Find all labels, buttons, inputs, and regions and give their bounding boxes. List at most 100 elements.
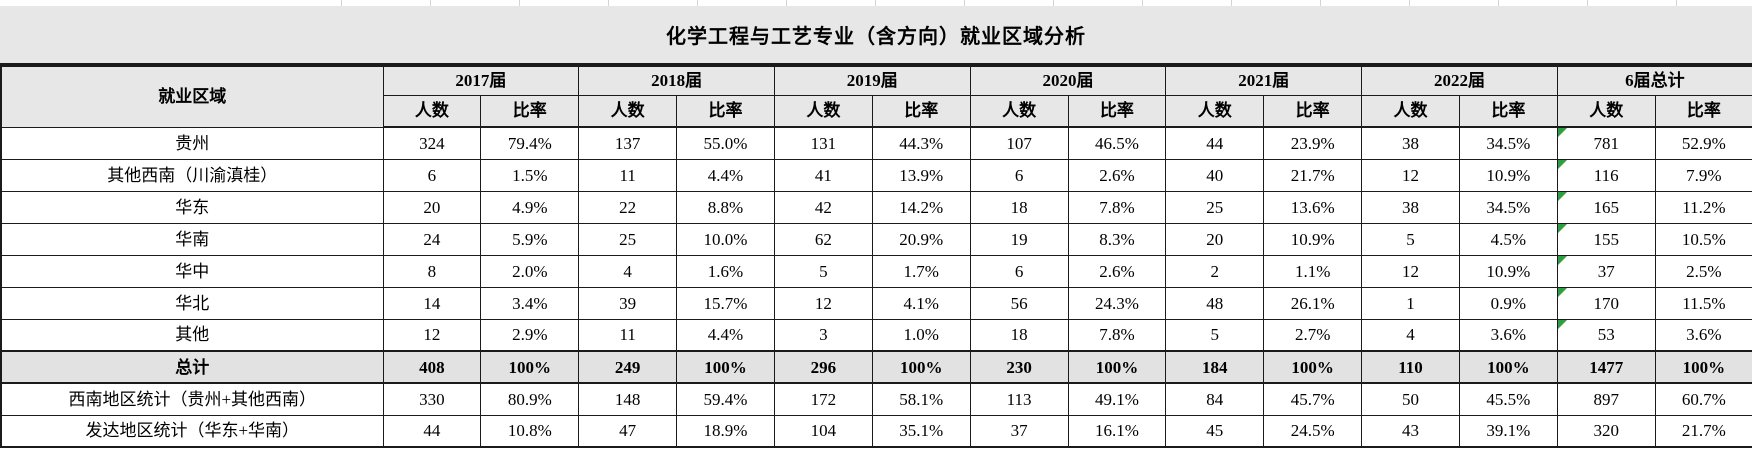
rate-value-cell[interactable]: 45.7% — [1263, 382, 1363, 416]
count-subheader-cell[interactable]: 人数 — [969, 94, 1069, 128]
count-value-cell[interactable]: 11 — [578, 318, 678, 352]
count-value-cell[interactable]: 44 — [382, 414, 482, 448]
rate-value-cell[interactable]: 24.3% — [1067, 286, 1167, 320]
count-value-cell[interactable]: 6 — [969, 254, 1069, 288]
count-subheader-cell[interactable]: 人数 — [578, 94, 678, 128]
rate-value-cell[interactable]: 1.6% — [676, 254, 775, 288]
count-value-cell[interactable]: 1 — [1361, 286, 1460, 320]
count-subheader-cell[interactable]: 人数 — [773, 94, 873, 128]
rate-value-cell[interactable]: 16.1% — [1067, 414, 1167, 448]
count-value-cell[interactable]: 113 — [969, 382, 1069, 416]
rate-value-cell[interactable]: 52.9% — [1654, 126, 1752, 160]
count-value-cell[interactable]: 110 — [1361, 350, 1460, 384]
rate-value-cell[interactable]: 34.5% — [1458, 126, 1558, 160]
rate-value-cell[interactable]: 8.8% — [676, 190, 775, 224]
rate-value-cell[interactable]: 20.9% — [871, 222, 971, 256]
row-label-cell[interactable]: 华中 — [0, 254, 384, 288]
rate-value-cell[interactable]: 2.9% — [480, 318, 580, 352]
count-value-cell[interactable]: 148 — [578, 382, 678, 416]
count-value-cell[interactable]: 781 — [1556, 126, 1656, 160]
rate-value-cell[interactable]: 60.7% — [1654, 382, 1752, 416]
count-value-cell[interactable]: 38 — [1361, 190, 1460, 224]
rate-value-cell[interactable]: 2.7% — [1263, 318, 1363, 352]
count-value-cell[interactable]: 296 — [773, 350, 873, 384]
rate-subheader-cell[interactable]: 比率 — [676, 94, 775, 128]
table-title-cell[interactable]: 化学工程与工艺专业（含方向）就业区域分析 — [0, 6, 1752, 65]
count-value-cell[interactable]: 320 — [1556, 414, 1656, 448]
rate-value-cell[interactable]: 1.1% — [1263, 254, 1363, 288]
rate-value-cell[interactable]: 10.9% — [1458, 158, 1558, 192]
count-value-cell[interactable]: 165 — [1556, 190, 1656, 224]
count-value-cell[interactable]: 170 — [1556, 286, 1656, 320]
count-value-cell[interactable]: 12 — [1361, 158, 1460, 192]
rate-value-cell[interactable]: 14.2% — [871, 190, 971, 224]
count-value-cell[interactable]: 155 — [1556, 222, 1656, 256]
count-value-cell[interactable]: 40 — [1165, 158, 1265, 192]
count-value-cell[interactable]: 25 — [578, 222, 678, 256]
count-value-cell[interactable]: 408 — [382, 350, 482, 384]
rate-value-cell[interactable]: 7.8% — [1067, 318, 1167, 352]
count-value-cell[interactable]: 11 — [578, 158, 678, 192]
row-label-cell[interactable]: 华南 — [0, 222, 384, 256]
rate-value-cell[interactable]: 4.5% — [1458, 222, 1558, 256]
count-value-cell[interactable]: 48 — [1165, 286, 1265, 320]
count-value-cell[interactable]: 1477 — [1556, 350, 1656, 384]
rate-value-cell[interactable]: 100% — [1067, 350, 1167, 384]
rate-value-cell[interactable]: 55.0% — [676, 126, 775, 160]
rate-value-cell[interactable]: 0.9% — [1458, 286, 1558, 320]
count-value-cell[interactable]: 249 — [578, 350, 678, 384]
rate-value-cell[interactable]: 10.8% — [480, 414, 580, 448]
row-label-cell[interactable]: 华北 — [0, 286, 384, 320]
count-value-cell[interactable]: 56 — [969, 286, 1069, 320]
count-value-cell[interactable]: 43 — [1361, 414, 1460, 448]
rate-value-cell[interactable]: 1.5% — [480, 158, 580, 192]
count-value-cell[interactable]: 5 — [1165, 318, 1265, 352]
rate-value-cell[interactable]: 80.9% — [480, 382, 580, 416]
rate-value-cell[interactable]: 4.1% — [871, 286, 971, 320]
rate-subheader-cell[interactable]: 比率 — [1067, 94, 1167, 128]
count-value-cell[interactable]: 107 — [969, 126, 1069, 160]
rate-value-cell[interactable]: 45.5% — [1458, 382, 1558, 416]
year-header-cell[interactable]: 2017届 — [382, 65, 580, 96]
count-value-cell[interactable]: 172 — [773, 382, 873, 416]
rate-value-cell[interactable]: 10.9% — [1458, 254, 1558, 288]
rate-value-cell[interactable]: 100% — [676, 350, 775, 384]
rate-subheader-cell[interactable]: 比率 — [871, 94, 971, 128]
count-value-cell[interactable]: 18 — [969, 190, 1069, 224]
rate-value-cell[interactable]: 3.4% — [480, 286, 580, 320]
rate-value-cell[interactable]: 8.3% — [1067, 222, 1167, 256]
rate-value-cell[interactable]: 1.7% — [871, 254, 971, 288]
count-value-cell[interactable]: 2 — [1165, 254, 1265, 288]
count-value-cell[interactable]: 14 — [382, 286, 482, 320]
rate-value-cell[interactable]: 46.5% — [1067, 126, 1167, 160]
rate-value-cell[interactable]: 10.9% — [1263, 222, 1363, 256]
count-value-cell[interactable]: 62 — [773, 222, 873, 256]
rate-value-cell[interactable]: 21.7% — [1263, 158, 1363, 192]
count-value-cell[interactable]: 41 — [773, 158, 873, 192]
count-value-cell[interactable]: 5 — [773, 254, 873, 288]
year-header-cell[interactable]: 2019届 — [773, 65, 971, 96]
count-value-cell[interactable]: 20 — [1165, 222, 1265, 256]
count-value-cell[interactable]: 47 — [578, 414, 678, 448]
corner-header-cell[interactable]: 就业区域 — [0, 65, 384, 128]
count-value-cell[interactable]: 53 — [1556, 318, 1656, 352]
rate-value-cell[interactable]: 2.6% — [1067, 158, 1167, 192]
rate-subheader-cell[interactable]: 比率 — [1654, 94, 1752, 128]
count-value-cell[interactable]: 116 — [1556, 158, 1656, 192]
rate-value-cell[interactable]: 7.9% — [1654, 158, 1752, 192]
rate-value-cell[interactable]: 100% — [1654, 350, 1752, 384]
count-value-cell[interactable]: 897 — [1556, 382, 1656, 416]
rate-value-cell[interactable]: 5.9% — [480, 222, 580, 256]
row-label-cell[interactable]: 发达地区统计（华东+华南） — [0, 414, 384, 448]
rate-value-cell[interactable]: 1.0% — [871, 318, 971, 352]
count-value-cell[interactable]: 45 — [1165, 414, 1265, 448]
count-value-cell[interactable]: 44 — [1165, 126, 1265, 160]
rate-value-cell[interactable]: 34.5% — [1458, 190, 1558, 224]
count-value-cell[interactable]: 131 — [773, 126, 873, 160]
count-value-cell[interactable]: 184 — [1165, 350, 1265, 384]
count-value-cell[interactable]: 104 — [773, 414, 873, 448]
count-value-cell[interactable]: 12 — [1361, 254, 1460, 288]
rate-value-cell[interactable]: 11.5% — [1654, 286, 1752, 320]
count-value-cell[interactable]: 38 — [1361, 126, 1460, 160]
rate-value-cell[interactable]: 24.5% — [1263, 414, 1363, 448]
